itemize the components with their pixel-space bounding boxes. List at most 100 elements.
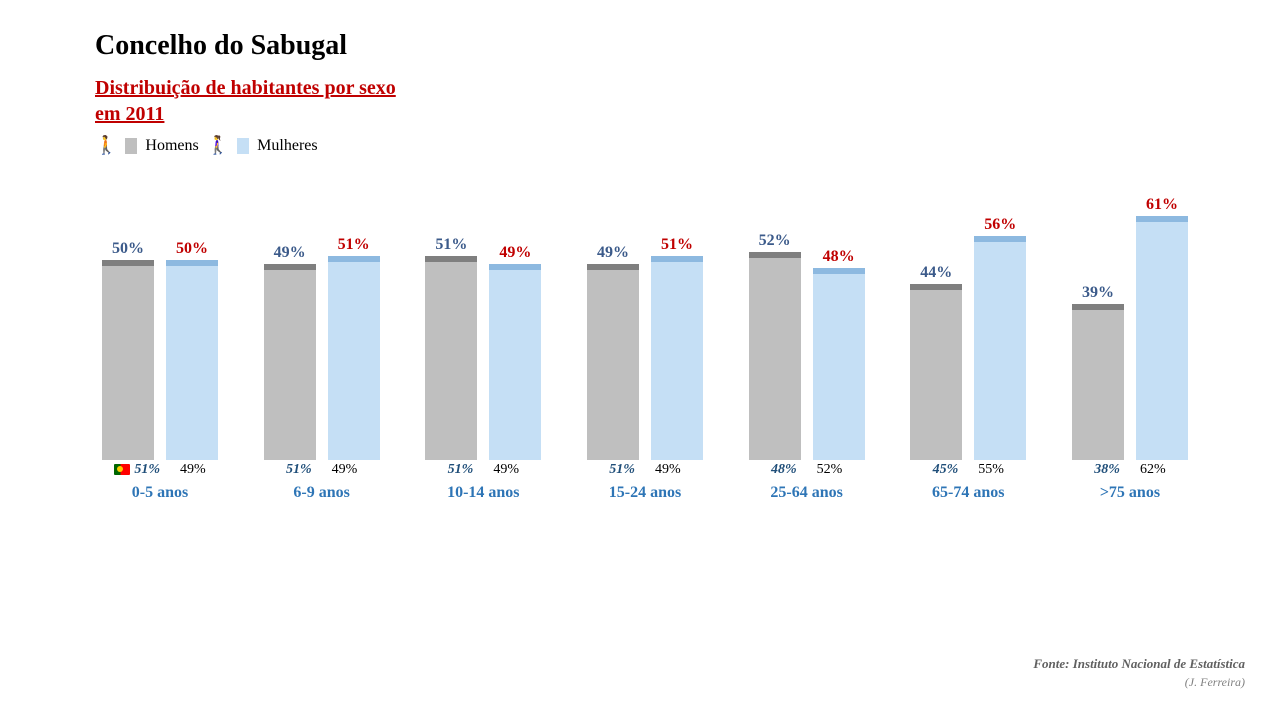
female-icon: 🚶‍♀️ [207,135,229,156]
homens-bar [425,256,477,460]
category-label: >75 anos [1060,484,1200,502]
homens-value-label: 44% [920,264,952,282]
national-mulheres: 49% [332,462,358,478]
mulheres-value-label: 51% [338,236,370,254]
bar-group: 50% 50% [90,240,230,460]
source-text: Fonte: Instituto Nacional de Estatística [1033,656,1245,672]
bar-group: 44% 56% [898,216,1038,460]
national-row: 51% 49% [575,462,715,478]
male-icon: 🚶 [95,135,117,156]
homens-value-label: 49% [274,244,306,262]
national-row: 45% 55% [898,462,1038,478]
mulheres-bar-wrap: 51% [651,236,703,460]
mulheres-value-label: 48% [823,248,855,266]
homens-swatch [125,138,137,154]
mulheres-value-label: 51% [661,236,693,254]
national-homens: 51% [609,462,635,478]
national-homens: 38% [1094,462,1120,478]
mulheres-bar [489,264,541,460]
mulheres-bar-wrap: 50% [166,240,218,460]
national-mulheres: 52% [817,462,843,478]
homens-bar-wrap: 50% [102,240,154,460]
mulheres-value-label: 61% [1146,196,1178,214]
national-mulheres: 49% [493,462,519,478]
bar-group: 39% 61% [1060,196,1200,460]
subtitle-line2: em 2011 [95,103,164,125]
category-label: 25-64 anos [737,484,877,502]
category-label: 0-5 anos [90,484,230,502]
national-row: 48% 52% [737,462,877,478]
mulheres-bar [1136,216,1188,460]
homens-bar-wrap: 49% [587,244,639,460]
national-homens: 51% [286,462,312,478]
national-row: 51% 49% [252,462,392,478]
category-label: 6-9 anos [252,484,392,502]
axis-group: 45% 55% 65-74 anos [898,462,1038,502]
mulheres-bar [328,256,380,460]
axis-group: 51% 49% 6-9 anos [252,462,392,502]
homens-value-label: 51% [435,236,467,254]
mulheres-value-label: 49% [499,244,531,262]
national-homens: 45% [933,462,959,478]
mulheres-bar [166,260,218,460]
chart-subtitle: Distribuição de habitantes por sexo em 2… [95,75,396,127]
mulheres-value-label: 50% [176,240,208,258]
homens-bar [910,284,962,460]
mulheres-bar-wrap: 56% [974,216,1026,460]
category-label: 65-74 anos [898,484,1038,502]
chart-title: Concelho do Sabugal [95,30,347,62]
mulheres-value-label: 56% [984,216,1016,234]
axis-labels: 51% 49% 0-5 anos 51% 49% 6-9 anos 51% 49% 10-14 … [90,462,1200,502]
mulheres-bar-wrap: 48% [813,248,865,460]
national-homens: 51% [114,462,160,478]
national-mulheres: 55% [978,462,1004,478]
legend-mulheres-label: Mulheres [257,137,317,155]
national-row: 38% 62% [1060,462,1200,478]
bar-group: 49% 51% [575,236,715,460]
axis-group: 51% 49% 15-24 anos [575,462,715,502]
national-homens: 48% [771,462,797,478]
axis-group: 51% 49% 0-5 anos [90,462,230,502]
mulheres-bar-wrap: 49% [489,244,541,460]
homens-value-label: 49% [597,244,629,262]
mulheres-bar-wrap: 51% [328,236,380,460]
legend-homens-label: Homens [145,137,198,155]
axis-group: 38% 62% >75 anos [1060,462,1200,502]
mulheres-bar [651,256,703,460]
axis-group: 48% 52% 25-64 anos [737,462,877,502]
author-text: (J. Ferreira) [1185,675,1245,690]
mulheres-bar [813,268,865,460]
homens-bar [1072,304,1124,460]
mulheres-swatch [237,138,249,154]
homens-value-label: 50% [112,240,144,258]
homens-bar [264,264,316,460]
legend: 🚶 Homens 🚶‍♀️ Mulheres [95,135,318,156]
homens-value-label: 39% [1082,284,1114,302]
national-mulheres: 49% [180,462,206,478]
homens-bar-wrap: 44% [910,264,962,460]
axis-group: 51% 49% 10-14 anos [413,462,553,502]
homens-bar-wrap: 51% [425,236,477,460]
bar-group: 49% 51% [252,236,392,460]
homens-bar-wrap: 49% [264,244,316,460]
homens-bar [102,260,154,460]
national-mulheres: 62% [1140,462,1166,478]
homens-bar-wrap: 39% [1072,284,1124,460]
national-row: 51% 49% [413,462,553,478]
portugal-flag-icon [114,464,130,475]
homens-bar-wrap: 52% [749,232,801,460]
category-label: 15-24 anos [575,484,715,502]
national-homens: 51% [448,462,474,478]
national-mulheres: 49% [655,462,681,478]
homens-bar [587,264,639,460]
mulheres-bar [974,236,1026,460]
subtitle-line1: Distribuição de habitantes por sexo [95,77,396,99]
mulheres-bar-wrap: 61% [1136,196,1188,460]
homens-value-label: 52% [759,232,791,250]
category-label: 10-14 anos [413,484,553,502]
national-row: 51% 49% [90,462,230,478]
homens-bar [749,252,801,460]
bar-group: 51% 49% [413,236,553,460]
bar-group: 52% 48% [737,232,877,460]
chart-area: 50% 50% 49% 51% 51% 49% 49% 51% 52% 48% 44% 56% 39% 6… [90,180,1200,460]
